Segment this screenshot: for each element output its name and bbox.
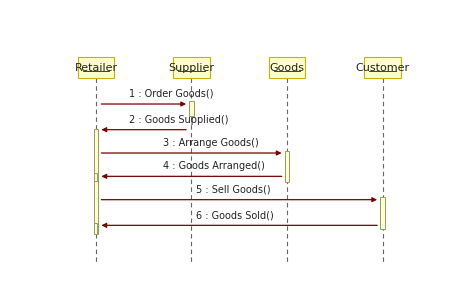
Text: Customer: Customer <box>356 63 410 73</box>
Bar <box>173 57 210 78</box>
Bar <box>380 197 385 229</box>
Bar <box>269 57 305 78</box>
Bar <box>189 101 194 116</box>
Text: 3 : Arrange Goods(): 3 : Arrange Goods() <box>163 138 259 148</box>
Bar <box>94 173 97 181</box>
Text: Goods: Goods <box>270 63 304 73</box>
Text: 5 : Sell Goods(): 5 : Sell Goods() <box>196 185 271 195</box>
Text: 4 : Goods Arranged(): 4 : Goods Arranged() <box>163 161 264 171</box>
Text: Supplier: Supplier <box>168 63 215 73</box>
Bar <box>285 151 289 182</box>
Bar <box>94 223 97 234</box>
Text: 6 : Goods Sold(): 6 : Goods Sold() <box>196 210 274 220</box>
Text: Retailer: Retailer <box>74 63 118 73</box>
Text: 2 : Goods Supplied(): 2 : Goods Supplied() <box>129 115 229 125</box>
Text: 1 : Order Goods(): 1 : Order Goods() <box>129 89 214 99</box>
Bar <box>364 57 401 78</box>
Bar <box>78 57 114 78</box>
Bar <box>94 128 98 234</box>
